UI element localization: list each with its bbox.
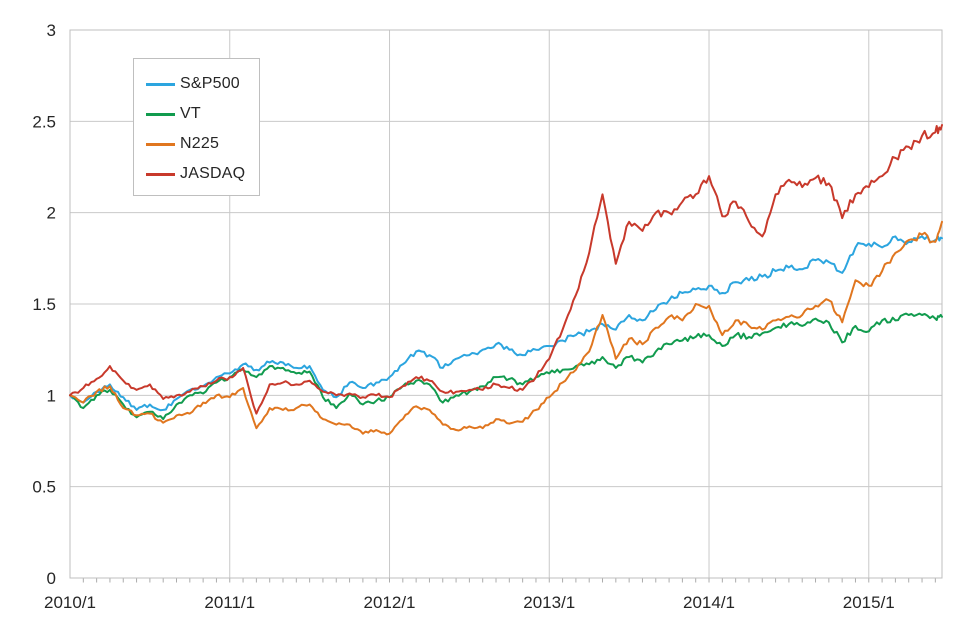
legend-item-jasdaq: JASDAQ [146, 159, 245, 189]
x-tick-label: 2015/1 [843, 593, 895, 612]
legend-swatch [146, 82, 175, 86]
y-tick-label: 3 [47, 21, 56, 40]
legend-swatch [146, 112, 175, 116]
x-tick-label: 2012/1 [364, 593, 416, 612]
series-line-vt [69, 312, 943, 421]
y-tick-label: 1 [47, 386, 56, 405]
x-tick-label: 2010/1 [44, 593, 96, 612]
x-tick-label: 2013/1 [523, 593, 575, 612]
series-line-sp500 [69, 235, 943, 412]
y-tick-label: 0.5 [32, 478, 56, 497]
y-tick-label: 0 [47, 569, 56, 588]
y-tick-label: 2.5 [32, 112, 56, 131]
series-line-n225 [69, 220, 943, 436]
legend-item-vt: VT [146, 99, 245, 129]
legend-label: JASDAQ [180, 165, 246, 182]
legend-label: S&P500 [180, 75, 240, 92]
legend-label: VT [180, 105, 201, 122]
x-tick-label: 2011/1 [204, 593, 255, 612]
legend-swatch [146, 172, 175, 176]
legend-item-sp500: S&P500 [146, 69, 245, 99]
plot-border [69, 29, 943, 579]
legend-swatch [146, 142, 175, 146]
legend-item-n225: N225 [146, 129, 245, 159]
chart-legend: S&P500 VT N225 JASDAQ [133, 58, 261, 196]
legend-label: N225 [180, 135, 220, 152]
y-tick-label: 2 [47, 204, 56, 223]
x-tick-label: 2014/1 [683, 593, 735, 612]
series-line-jasdaq [69, 124, 943, 415]
y-tick-label: 1.5 [32, 295, 56, 314]
